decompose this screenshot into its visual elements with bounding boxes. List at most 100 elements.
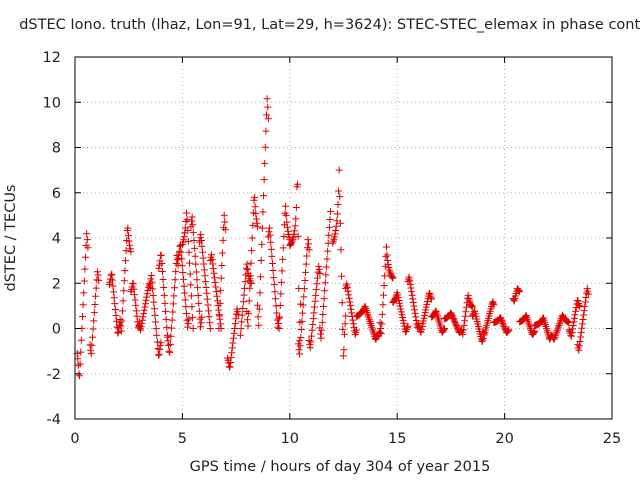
data-point [208, 255, 216, 263]
data-point [74, 361, 82, 369]
data-point [388, 273, 396, 281]
data-point [204, 301, 212, 309]
data-point [295, 337, 303, 345]
data-point [108, 270, 116, 278]
data-point [351, 331, 359, 339]
data-point [162, 315, 170, 323]
data-point [107, 271, 115, 279]
data-point [396, 299, 404, 307]
data-point [461, 317, 469, 325]
data-point [575, 301, 583, 309]
data-point [266, 224, 274, 232]
data-point [189, 229, 197, 237]
data-point [216, 299, 224, 307]
data-point [351, 327, 359, 335]
data-point [316, 270, 324, 278]
data-point [282, 211, 290, 219]
data-point [406, 280, 414, 288]
data-point [282, 202, 290, 210]
data-point [247, 259, 255, 267]
data-point [322, 271, 330, 279]
y-tick-label: 8 [52, 141, 61, 157]
data-point [169, 300, 177, 308]
data-point [409, 298, 417, 306]
data-point [580, 311, 588, 319]
data-point [140, 310, 148, 318]
data-point [347, 305, 355, 313]
data-point [252, 215, 260, 223]
data-point [570, 314, 578, 322]
data-point [88, 333, 96, 341]
data-point [231, 325, 239, 332]
data-point [291, 227, 299, 235]
data-point [340, 330, 348, 338]
data-point [133, 312, 141, 320]
data-point [312, 291, 320, 299]
data-point [205, 313, 213, 321]
data-point [382, 243, 390, 251]
data-point [348, 309, 356, 317]
data-point [310, 309, 318, 317]
data-point [489, 299, 497, 307]
data-point [216, 312, 224, 320]
chart-title: dSTEC Iono. truth (lhaz, Lon=91, Lat=29,… [19, 17, 640, 33]
data-point [243, 260, 251, 268]
x-tick-label: 0 [70, 431, 79, 447]
data-point [89, 325, 97, 333]
data-point [189, 314, 197, 322]
data-point [331, 233, 339, 241]
data-point [263, 111, 271, 119]
data-point [195, 307, 203, 315]
data-point [378, 320, 386, 328]
data-point [384, 261, 392, 269]
data-point [389, 274, 397, 282]
data-point [554, 325, 562, 333]
x-tick-label: 20 [495, 431, 513, 447]
data-point [323, 255, 331, 263]
data-point [83, 230, 91, 238]
data-point [333, 210, 341, 218]
data-point [309, 320, 317, 328]
data-point [153, 331, 161, 339]
data-point [127, 248, 135, 256]
data-point [218, 262, 226, 270]
data-point [80, 289, 88, 297]
data-point [79, 313, 87, 321]
data-point [156, 342, 164, 350]
data-point [294, 232, 302, 240]
data-point [271, 295, 279, 303]
data-point [191, 244, 199, 252]
data-point [409, 295, 417, 303]
data-point [121, 257, 129, 265]
y-tick-label: 2 [52, 276, 61, 292]
data-point [318, 326, 326, 334]
data-point [129, 280, 137, 288]
data-point [163, 323, 171, 331]
data-point [87, 350, 95, 358]
data-point [179, 275, 187, 283]
data-point [196, 238, 204, 246]
data-point [182, 309, 190, 317]
data-point [575, 346, 583, 354]
data-point [169, 308, 177, 316]
data-point [255, 321, 263, 329]
data-point [185, 315, 193, 323]
data-point [254, 301, 262, 309]
data-point [397, 305, 405, 313]
data-point [268, 252, 276, 260]
data-point [194, 284, 202, 292]
data-point [202, 283, 210, 291]
data-point [284, 227, 292, 235]
data-point [376, 319, 384, 327]
data-point [510, 296, 518, 304]
data-point [206, 325, 214, 332]
data-point [180, 236, 188, 244]
data-point [120, 277, 128, 285]
data-point [552, 330, 560, 338]
data-point [211, 274, 219, 282]
data-point [249, 221, 257, 229]
data-point [308, 332, 316, 340]
data-point [114, 328, 122, 336]
data-point [516, 288, 524, 296]
